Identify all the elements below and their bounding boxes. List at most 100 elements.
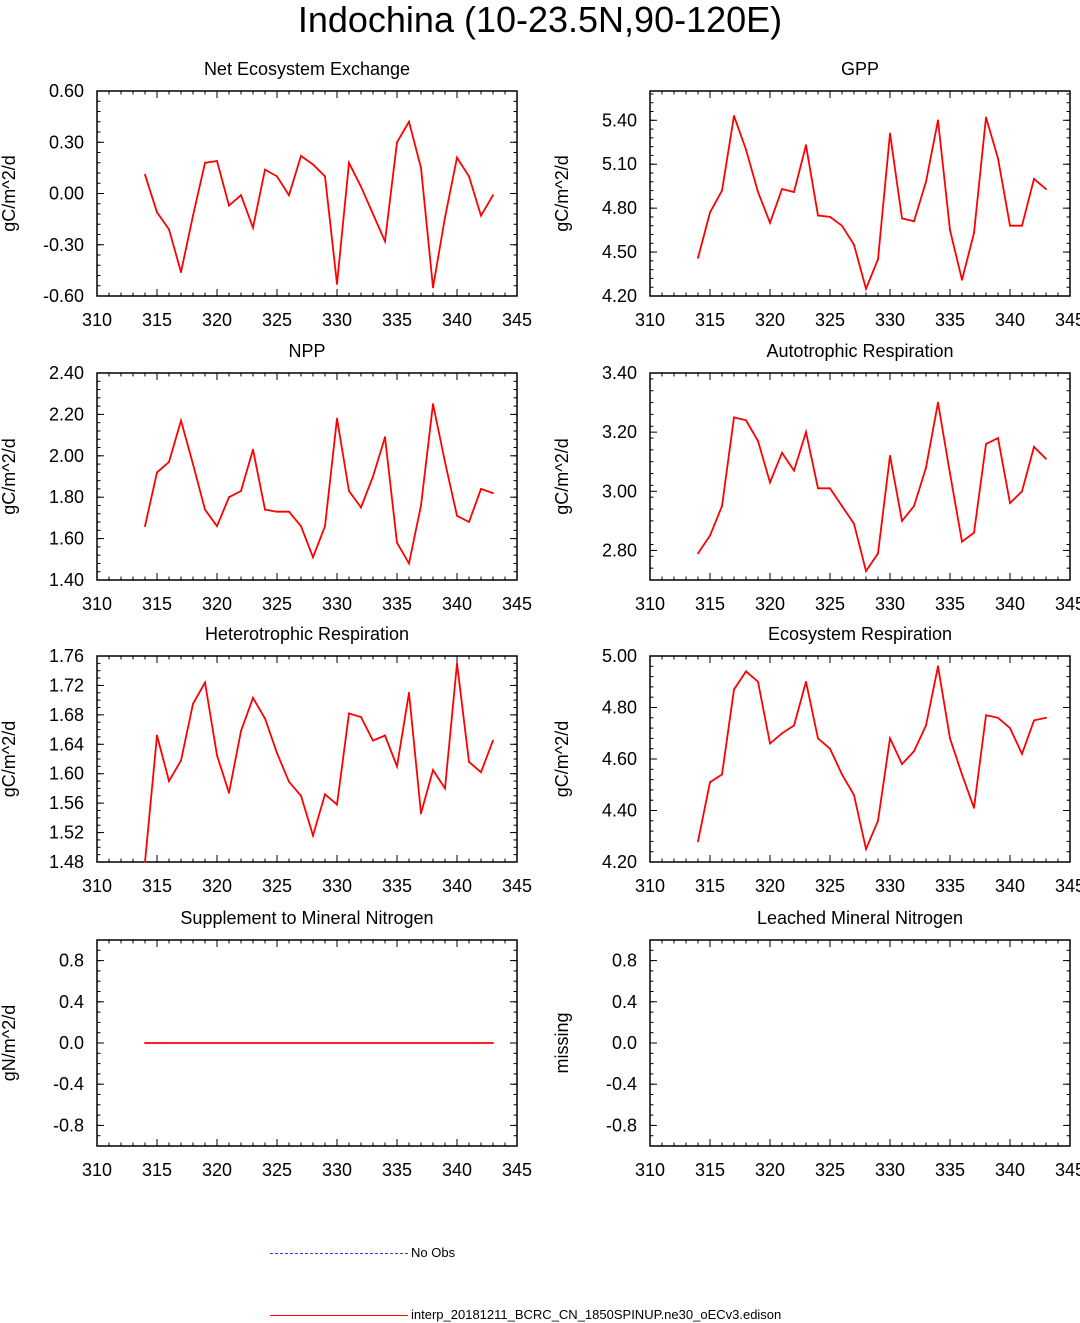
chart-panel: Heterotrophic Respiration gC/m^2/d 310 315 3… [0,624,532,896]
data-point [264,168,266,171]
data-point [1021,224,1023,227]
y-tick-label: 4.40 [602,801,637,821]
y-tick-label: 0.4 [612,992,637,1012]
series-line [697,402,1047,574]
data-point [721,505,723,507]
data-point [360,506,362,509]
data-point [228,496,230,499]
x-tick-label: 320 [755,1160,785,1180]
y-tick-label: 4.50 [602,242,637,262]
x-tick-label: 335 [935,1160,965,1180]
data-point [144,861,146,863]
data-point [1045,188,1047,191]
x-tick-label: 320 [202,876,232,896]
data-point [276,752,278,755]
x-tick-label: 330 [322,310,352,330]
x-tick-label: 335 [382,876,412,896]
data-point [733,688,735,691]
y-tick-label: 5.00 [602,646,637,666]
data-point [925,724,927,727]
data-point [360,716,362,718]
data-point [757,191,759,193]
data-point [745,419,747,422]
data-point [781,451,783,454]
data-point [300,155,302,157]
plot-frame [649,655,1071,863]
plot-frame [96,90,518,297]
data-point [865,287,867,290]
data-point [324,525,326,528]
y-tick-label: 3.20 [602,422,637,442]
data-point [216,754,218,757]
y-tick-label: 1.76 [49,646,84,666]
plot-frame [649,372,1071,581]
x-tick-label: 340 [995,310,1025,330]
data-point [372,475,374,478]
legend-line-no-obs [270,1253,408,1254]
data-point [492,492,494,494]
data-point [829,747,831,750]
y-tick-label: 2.80 [602,540,637,560]
data-point [961,773,963,776]
y-tick-label: 2.00 [49,446,84,466]
x-tick-label: 345 [502,310,532,330]
y-axis-label: gC/m^2/d [552,721,572,797]
x-tick-label: 345 [1055,876,1080,896]
data-point [396,541,398,544]
data-point [228,204,230,207]
x-tick-label: 335 [382,594,412,614]
data-point [697,840,699,843]
y-axis-label: gC/m^2/d [0,438,19,514]
data-point [348,161,350,164]
chart-title: Net Ecosystem Exchange [204,59,410,79]
data-point [937,401,939,404]
data-point [384,734,386,737]
y-tick-label: 4.20 [602,852,637,872]
data-point [829,487,831,490]
data-point [312,556,314,559]
data-point [853,522,855,525]
y-tick-label: -0.8 [606,1115,637,1135]
data-point [1021,490,1023,493]
data-point [252,448,254,451]
y-tick-label: 4.60 [602,749,637,769]
y-tick-label: 0.0 [59,1033,84,1053]
data-point [228,791,230,794]
data-point [781,188,783,191]
y-tick-label: 0.00 [49,184,84,204]
data-point [420,166,422,169]
data-point [480,771,482,774]
x-tick-label: 335 [935,876,965,896]
data-point [1045,716,1047,719]
series-line [697,115,1047,292]
data-point [168,461,170,463]
data-point [240,490,242,492]
y-tick-label: 2.20 [49,404,84,424]
data-point [408,691,410,694]
data-point [492,194,494,197]
data-point [913,505,915,507]
data-point [877,258,879,261]
data-point [949,737,951,740]
data-point [312,163,314,166]
legend-label-no-obs: No Obs [411,1245,456,1260]
data-point [192,463,194,465]
data-point [432,403,434,405]
data-point [480,214,482,217]
x-tick-label: 310 [635,1160,665,1180]
data-point [300,525,302,528]
x-tick-label: 310 [635,310,665,330]
x-tick-label: 320 [755,310,785,330]
data-point [192,702,194,705]
y-tick-label: -0.4 [53,1074,84,1094]
series-line [144,403,494,566]
x-tick-label: 330 [875,310,905,330]
y-tick-label: 2.40 [49,363,84,383]
data-point [877,552,879,555]
data-point [468,521,470,523]
data-point [985,116,987,119]
x-tick-label: 310 [82,594,112,614]
chart-title: Leached Mineral Nitrogen [757,908,963,928]
x-tick-label: 340 [995,1160,1025,1180]
chart-title: Heterotrophic Respiration [205,624,409,644]
